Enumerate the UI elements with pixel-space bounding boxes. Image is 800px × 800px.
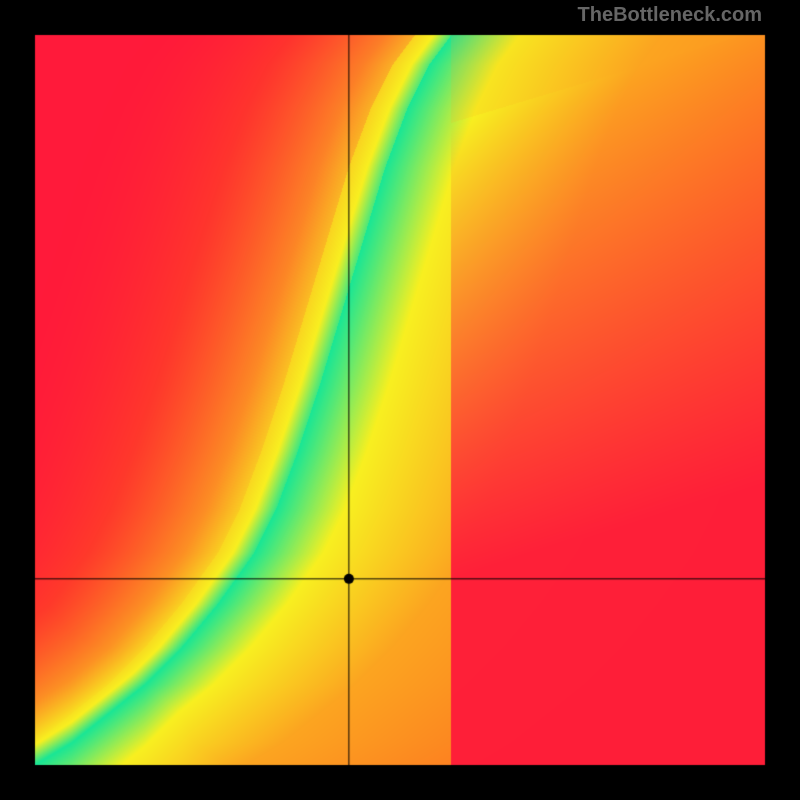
- bottleneck-heatmap: [0, 0, 800, 800]
- watermark-text: TheBottleneck.com: [578, 4, 762, 27]
